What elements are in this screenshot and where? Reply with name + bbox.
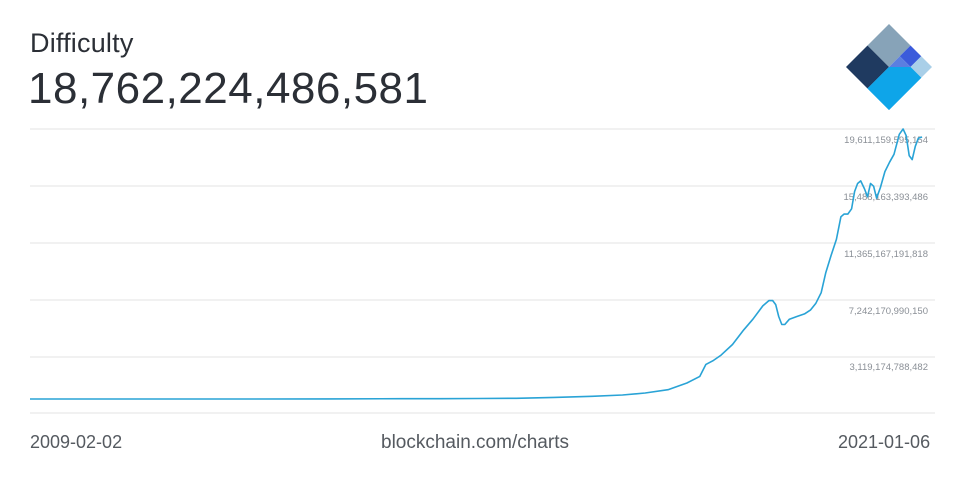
x-axis-start-label: 2009-02-02 <box>30 432 123 452</box>
grid-lines <box>30 128 935 414</box>
y-tick-label: 15,488,163,393,486 <box>843 192 928 203</box>
source-link[interactable]: blockchain.com/charts <box>381 432 569 453</box>
y-tick-label: 11,365,167,191,818 <box>844 249 928 260</box>
logo-segment-blue-2 <box>867 67 922 110</box>
y-tick-labels: 19,611,159,595,154 15,488,163,393,486 11,3… <box>843 135 928 373</box>
blockchain-logo-icon[interactable] <box>846 24 932 110</box>
current-value: 18,762,224,486,581 <box>28 64 429 113</box>
x-axis-end-label: 2021-01-06 <box>838 432 931 452</box>
y-tick-label: 3,119,174,788,482 <box>849 362 928 373</box>
chart-title: Difficulty <box>30 28 134 58</box>
difficulty-series-line <box>30 128 923 400</box>
y-tick-label: 7,242,170,990,150 <box>849 306 928 317</box>
y-tick-label: 19,611,159,595,154 <box>844 135 928 146</box>
